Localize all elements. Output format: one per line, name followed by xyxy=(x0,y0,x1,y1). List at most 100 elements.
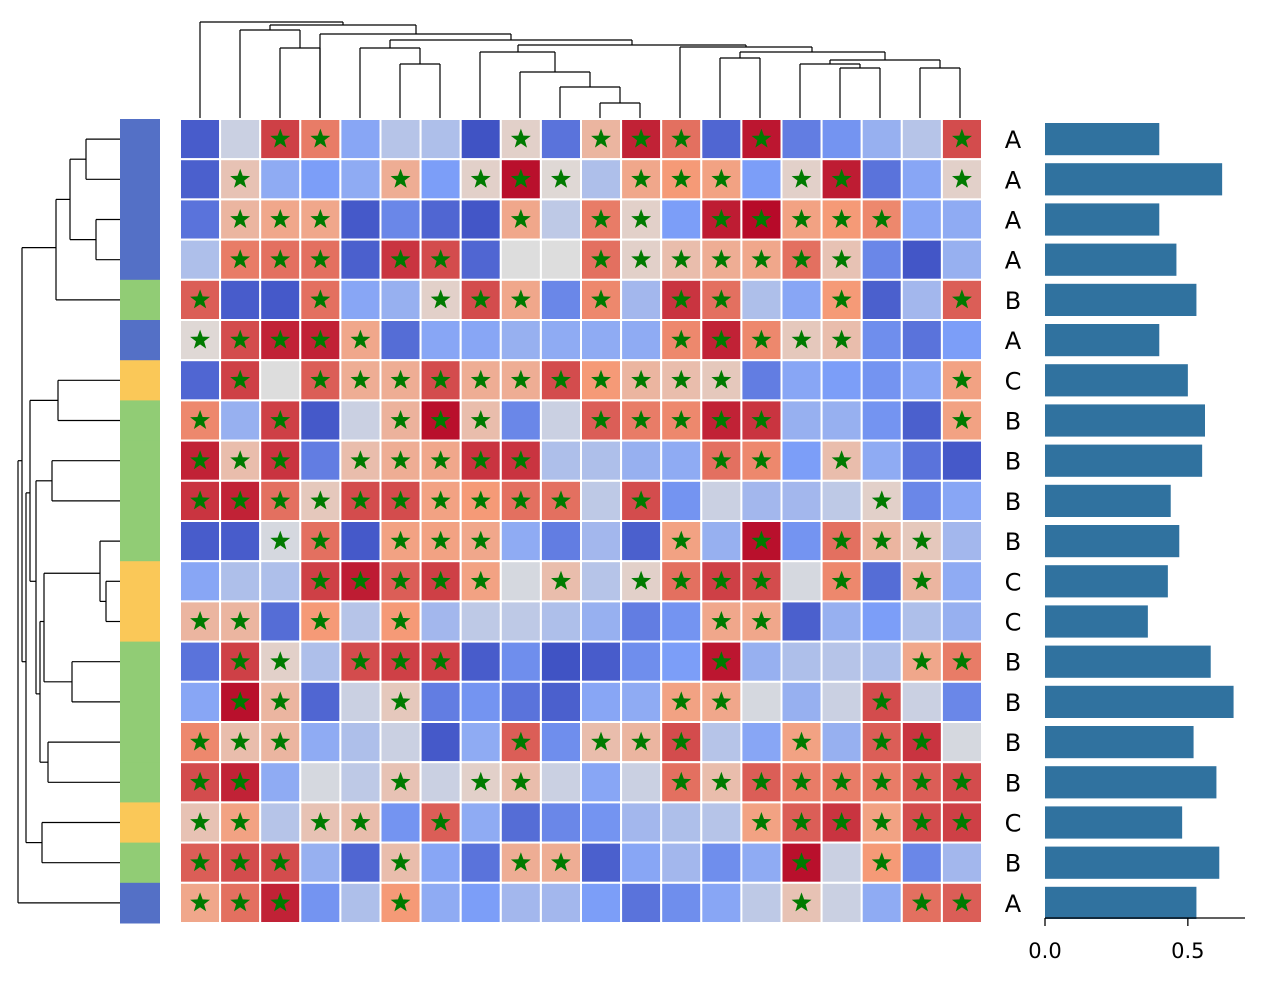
significance-star-marker xyxy=(631,249,652,269)
significance-star-marker xyxy=(791,329,812,349)
heatmap-cell xyxy=(780,399,823,442)
row-group-label: B xyxy=(1005,649,1021,677)
heatmap-cell xyxy=(459,640,502,683)
heatmap-cell xyxy=(539,520,583,563)
row-group-label: C xyxy=(1005,367,1022,395)
significance-star-marker xyxy=(390,168,411,188)
significance-star-marker xyxy=(230,369,251,389)
significance-star-marker xyxy=(310,128,331,148)
significance-star-marker xyxy=(671,570,692,590)
heatmap-cell xyxy=(339,238,382,281)
significance-star-marker xyxy=(230,611,251,630)
significance-star-marker xyxy=(510,731,531,751)
heatmap-cell xyxy=(539,721,583,764)
row-group-color-cell xyxy=(120,239,160,281)
heatmap-cell xyxy=(299,399,342,442)
significance-star-marker xyxy=(270,490,291,510)
heatmap-cell xyxy=(900,118,943,161)
significance-star-marker xyxy=(390,570,411,590)
heatmap-cell xyxy=(259,278,302,321)
significance-star-marker xyxy=(190,611,210,630)
heatmap-cell xyxy=(219,278,262,321)
significance-star-marker xyxy=(952,892,972,912)
significance-star-marker xyxy=(711,611,732,630)
significance-star-marker xyxy=(310,249,331,269)
heatmap-cell xyxy=(499,319,542,362)
heatmap-cell xyxy=(700,479,743,522)
heatmap-cell xyxy=(499,399,542,442)
significance-star-marker xyxy=(470,289,491,309)
significance-star-marker xyxy=(510,771,531,791)
significance-star-marker xyxy=(791,731,812,751)
heatmap-cell xyxy=(900,399,943,442)
row-group-label: B xyxy=(1005,488,1021,516)
row-group-color-cell xyxy=(120,842,160,884)
significance-star-marker xyxy=(952,369,972,389)
row-group-label: B xyxy=(1005,408,1021,436)
significance-star-marker xyxy=(751,450,772,470)
heatmap-cell xyxy=(660,198,703,241)
heatmap-cell xyxy=(259,359,302,402)
significance-star-marker xyxy=(510,450,531,470)
bar xyxy=(1045,645,1211,678)
row-group-label: B xyxy=(1005,689,1021,717)
heatmap-cell xyxy=(379,881,422,924)
heatmap-cell xyxy=(580,198,623,241)
heatmap-cell xyxy=(539,801,583,844)
heatmap-cell xyxy=(539,761,583,804)
significance-star-marker xyxy=(430,450,451,470)
row-group-color-cell xyxy=(120,882,160,924)
significance-star-marker xyxy=(671,691,692,711)
significance-star-marker xyxy=(190,410,210,429)
row-group-label: A xyxy=(1005,126,1022,154)
row-group-color-cell xyxy=(120,681,160,723)
significance-star-marker xyxy=(190,892,210,912)
heatmap-cell xyxy=(780,520,823,563)
significance-star-marker xyxy=(230,168,251,188)
significance-star-marker xyxy=(631,410,652,429)
significance-star-marker xyxy=(190,771,210,791)
significance-star-marker xyxy=(470,771,491,791)
heatmap-cell xyxy=(419,761,462,804)
row-group-label: B xyxy=(1005,528,1021,556)
significance-star-marker xyxy=(430,651,451,671)
significance-star-marker xyxy=(230,450,251,470)
significance-star-marker xyxy=(551,852,571,872)
significance-star-marker xyxy=(952,651,972,671)
row-group-color-cell xyxy=(120,601,160,643)
heatmap-cell xyxy=(740,721,783,764)
heatmap-cell xyxy=(459,881,502,924)
heatmap-cell xyxy=(339,600,382,643)
bar xyxy=(1045,806,1183,839)
significance-star-marker xyxy=(751,570,772,590)
significance-star-marker xyxy=(230,892,251,912)
heatmap-cell xyxy=(339,520,382,563)
row-group-label: A xyxy=(1005,207,1022,235)
significance-star-marker xyxy=(270,691,291,711)
heatmap-cell xyxy=(179,640,222,683)
significance-star-marker xyxy=(831,771,852,791)
row-group-label: A xyxy=(1005,166,1022,194)
significance-star-marker xyxy=(230,852,251,872)
heatmap-cell xyxy=(820,359,863,402)
significance-star-marker xyxy=(270,731,291,751)
significance-star-marker xyxy=(711,691,732,711)
significance-star-marker xyxy=(510,168,531,188)
significance-star-marker xyxy=(390,369,411,389)
heatmap-cell xyxy=(499,640,542,683)
significance-star-marker xyxy=(390,490,411,510)
heatmap-cell xyxy=(539,319,583,362)
heatmap-cell xyxy=(339,841,382,884)
significance-star-marker xyxy=(831,450,852,470)
bar xyxy=(1045,324,1160,357)
significance-star-marker xyxy=(470,168,491,188)
row-group-color-cell xyxy=(120,802,160,844)
significance-star-marker xyxy=(871,530,892,550)
significance-star-marker xyxy=(831,329,852,349)
heatmap-cell xyxy=(339,278,382,321)
significance-star-marker xyxy=(350,570,371,590)
significance-star-marker xyxy=(510,369,531,389)
significance-star-marker xyxy=(190,289,210,309)
row-group-label: B xyxy=(1005,850,1021,878)
significance-star-marker xyxy=(230,329,251,349)
